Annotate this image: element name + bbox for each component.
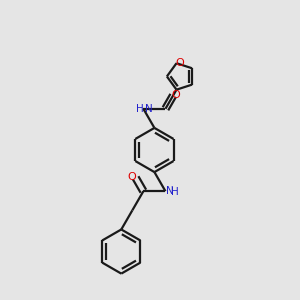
Text: H: H [171, 187, 178, 197]
Text: O: O [128, 172, 136, 182]
Text: O: O [172, 90, 181, 100]
Text: N: N [145, 104, 153, 114]
Text: H: H [136, 104, 143, 114]
Text: O: O [176, 58, 184, 68]
Text: N: N [166, 186, 174, 196]
